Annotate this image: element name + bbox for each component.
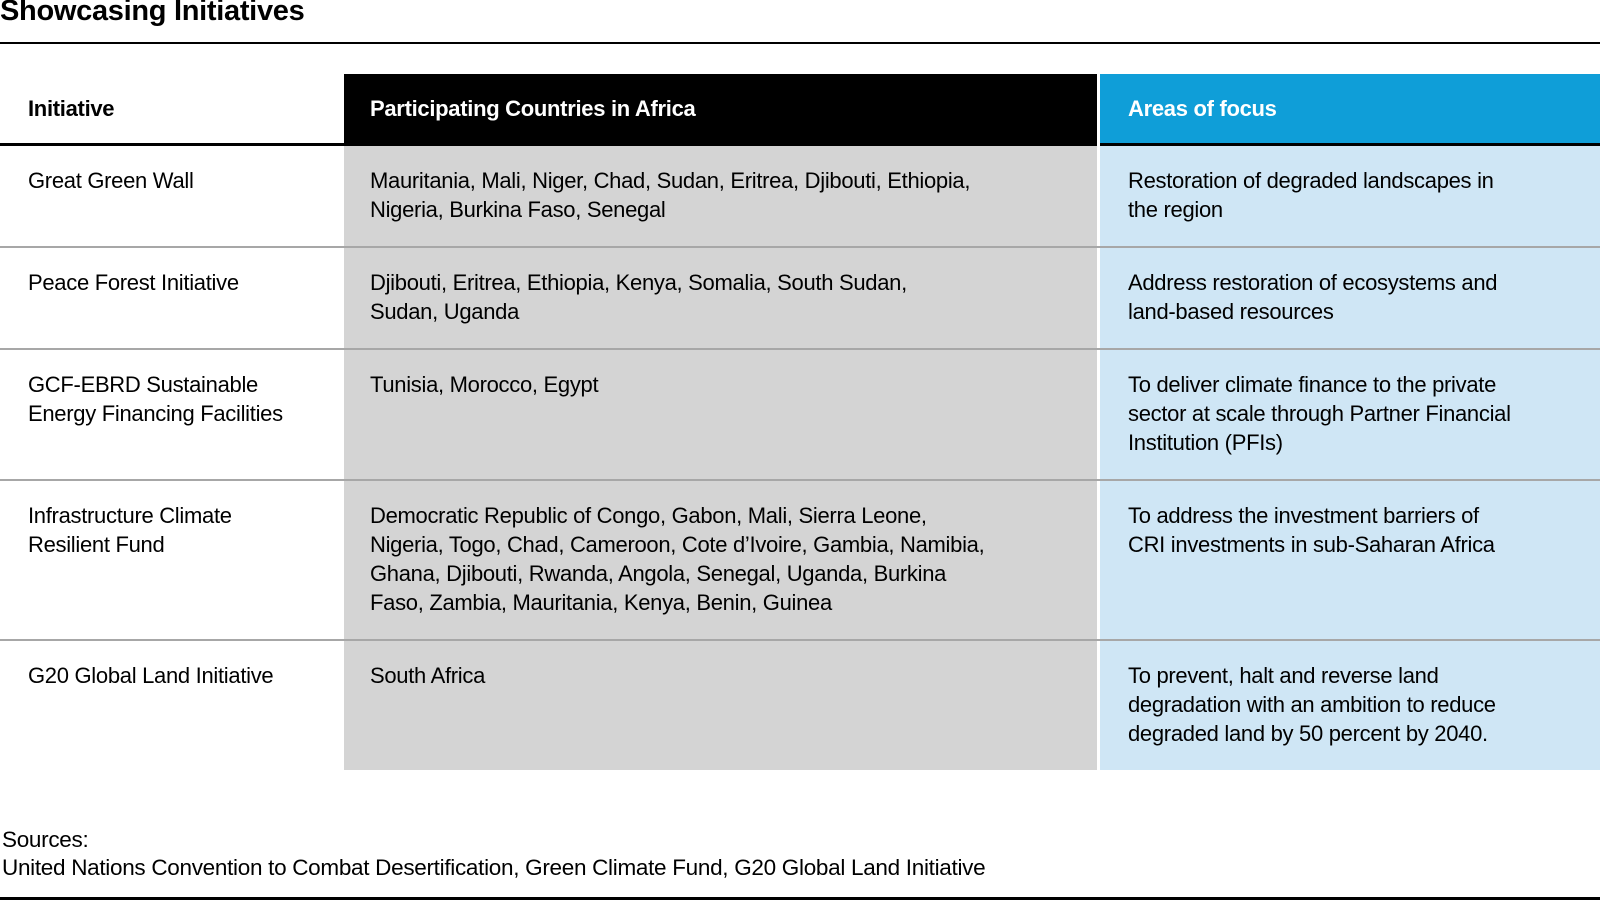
- cell-initiative: GCF-EBRD Sustainable Energy Financing Fa…: [0, 350, 344, 479]
- table-row: Peace Forest Initiative Djibouti, Eritrea…: [0, 246, 1600, 348]
- table-row: G20 Global Land Initiative South Africa To…: [0, 639, 1600, 770]
- cell-focus: Restoration of degraded landscapes in th…: [1100, 146, 1600, 246]
- cell-initiative: G20 Global Land Initiative: [0, 641, 344, 770]
- cell-focus: Address restoration of ecosystems and la…: [1100, 248, 1600, 348]
- initiatives-table: Initiative Participating Countries in Af…: [0, 74, 1600, 770]
- cell-countries: Tunisia, Morocco, Egypt: [344, 350, 1097, 479]
- cell-initiative: Peace Forest Initiative: [0, 248, 344, 348]
- cell-countries: Democratic Republic of Congo, Gabon, Mal…: [344, 481, 1097, 639]
- column-header-initiative: Initiative: [0, 74, 344, 146]
- cell-initiative: Infrastructure Climate Resilient Fund: [0, 481, 344, 639]
- bottom-rule: [0, 897, 1600, 900]
- cell-countries: South Africa: [344, 641, 1097, 770]
- table-header-row: Initiative Participating Countries in Af…: [0, 74, 1600, 146]
- column-header-participating-countries: Participating Countries in Africa: [344, 74, 1097, 146]
- table-body: Great Green Wall Mauritania, Mali, Niger,…: [0, 146, 1600, 770]
- cell-focus: To prevent, halt and reverse land degrad…: [1100, 641, 1600, 770]
- cell-countries: Mauritania, Mali, Niger, Chad, Sudan, Er…: [344, 146, 1097, 246]
- cell-initiative: Great Green Wall: [0, 146, 344, 246]
- table-row: Infrastructure Climate Resilient Fund Dem…: [0, 479, 1600, 639]
- page-title: Showcasing Initiatives: [0, 0, 305, 27]
- cell-focus: To address the investment barriers of CR…: [1100, 481, 1600, 639]
- column-header-areas-of-focus: Areas of focus: [1100, 74, 1600, 146]
- sources-label: Sources:: [2, 827, 89, 852]
- column-gap: [1097, 248, 1100, 348]
- sources-text: United Nations Convention to Combat Dese…: [2, 855, 986, 880]
- title-rule: [0, 42, 1600, 44]
- cell-countries: Djibouti, Eritrea, Ethiopia, Kenya, Soma…: [344, 248, 1097, 348]
- column-gap: [1097, 350, 1100, 479]
- column-gap: [1097, 481, 1100, 639]
- column-gap: [1097, 74, 1100, 146]
- table-row: Great Green Wall Mauritania, Mali, Niger,…: [0, 146, 1600, 246]
- table-row: GCF-EBRD Sustainable Energy Financing Fa…: [0, 348, 1600, 479]
- column-gap: [1097, 641, 1100, 770]
- column-gap: [1097, 146, 1100, 246]
- cell-focus: To deliver climate finance to the privat…: [1100, 350, 1600, 479]
- sources-block: Sources: United Nations Convention to Co…: [2, 826, 986, 882]
